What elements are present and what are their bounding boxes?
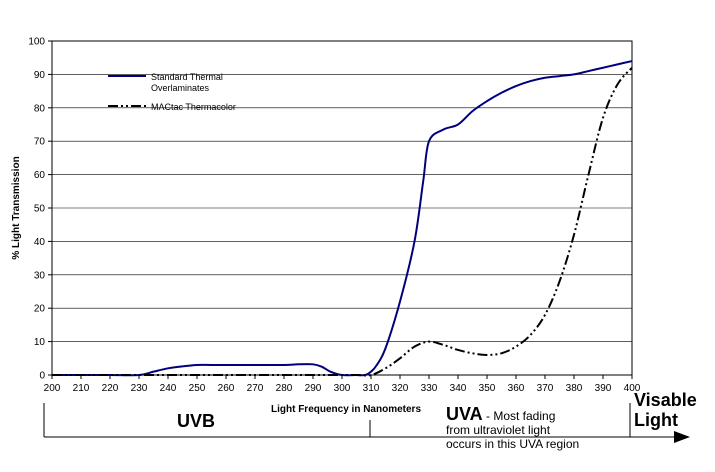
x-tick-label-400: 400 [624,383,641,394]
x-tick-label-280: 280 [276,383,293,394]
y-tick-label-60: 60 [34,170,46,181]
x-tick-label-300: 300 [334,383,351,394]
x-tick-label-240: 240 [160,383,177,394]
y-tick-label-100: 100 [28,37,45,48]
x-tick-label-310: 310 [363,383,380,394]
uva-region-title: UVA [446,404,483,424]
series-line-standard-thermal-overlaminates [52,60,633,377]
legend-label-standard-thermal-line1: Standard Thermal [151,72,223,82]
x-tick-label-320: 320 [392,383,409,394]
x-tick-label-380: 380 [566,383,583,394]
x-axis-ticks: 200 210 220 230 240 250 260 270 280 290 300 310 320 3… [44,375,641,394]
y-tick-label-30: 30 [34,270,46,281]
x-tick-label-370: 370 [537,383,554,394]
x-tick-label-200: 200 [44,383,61,394]
x-tick-label-270: 270 [247,383,264,394]
y-tick-label-20: 20 [34,304,46,315]
y-tick-label-90: 90 [34,70,46,81]
uvb-region-label: UVB [177,411,215,431]
visible-light-label-line1: Visable [634,390,697,410]
x-tick-label-260: 260 [218,383,235,394]
y-tick-label-10: 10 [34,337,46,348]
uva-region-note-line2: from ultraviolet light [446,423,551,437]
x-tick-label-230: 230 [131,383,148,394]
timeline-arrowhead [674,431,690,443]
y-axis-title: % Light Transmission [11,156,22,259]
legend-label-mactac-thermacolor: MACtac Thermacolor [151,102,236,112]
legend-label-standard-thermal-line2: Overlaminates [151,83,210,93]
uva-region-note-line3: occurs in this UVA region [446,437,579,451]
series-lines [52,60,633,377]
x-tick-label-360: 360 [508,383,525,394]
y-tick-label-70: 70 [34,137,46,148]
x-tick-label-210: 210 [73,383,90,394]
wavelength-region-timeline: UVB UVA - Most fading from ultraviolet l… [43,390,697,451]
x-axis-title: Light Frequency in Nanometers [271,404,421,415]
x-tick-label-340: 340 [450,383,467,394]
uva-region-note-line1: - Most fading [483,409,556,423]
x-tick-label-390: 390 [595,383,612,394]
y-tick-label-40: 40 [34,237,46,248]
y-axis-ticks: 0 10 20 30 40 50 60 70 80 90 100 [28,37,52,382]
x-tick-label-350: 350 [479,383,496,394]
series-line-mactac-thermacolor [52,67,633,377]
y-tick-label-0: 0 [39,371,45,382]
x-tick-label-290: 290 [305,383,322,394]
legend: Standard Thermal Overlaminates MACtac Th… [108,72,236,112]
gridlines [52,74,632,342]
x-tick-label-250: 250 [189,383,206,394]
x-tick-label-220: 220 [102,383,119,394]
y-tick-label-50: 50 [34,204,46,215]
x-tick-label-330: 330 [421,383,438,394]
uva-region-label: UVA - Most fading [446,404,555,424]
visible-light-label-line2: Light [634,410,678,430]
y-tick-label-80: 80 [34,103,46,114]
